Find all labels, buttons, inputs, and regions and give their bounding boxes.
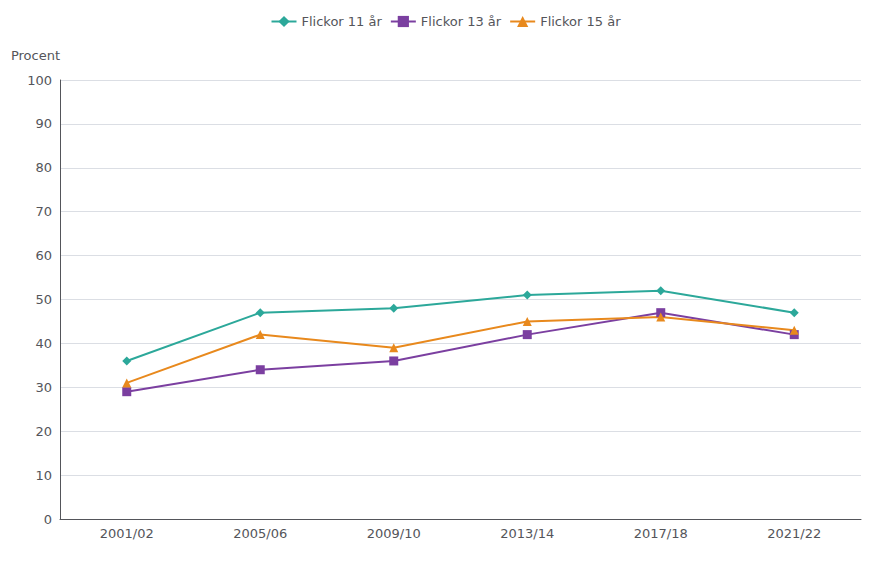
svg-text:Flickor 15 år: Flickor 15 år [540,14,621,29]
svg-text:2009/10: 2009/10 [367,526,421,541]
svg-text:60: 60 [35,248,52,263]
svg-text:Procent: Procent [11,48,60,63]
svg-text:2017/18: 2017/18 [634,526,688,541]
svg-text:40: 40 [35,336,52,351]
svg-text:10: 10 [35,468,52,483]
svg-text:2005/06: 2005/06 [233,526,287,541]
svg-text:50: 50 [35,292,52,307]
svg-text:90: 90 [35,116,52,131]
svg-text:20: 20 [35,424,52,439]
svg-text:2001/02: 2001/02 [100,526,154,541]
svg-text:100: 100 [27,73,52,88]
svg-text:2013/14: 2013/14 [500,526,554,541]
svg-text:Flickor 11 år: Flickor 11 år [302,14,383,29]
svg-text:30: 30 [35,380,52,395]
svg-text:80: 80 [35,160,52,175]
svg-text:70: 70 [35,204,52,219]
svg-text:2021/22: 2021/22 [767,526,821,541]
svg-text:0: 0 [44,512,52,527]
svg-text:Flickor 13 år: Flickor 13 år [421,14,502,29]
